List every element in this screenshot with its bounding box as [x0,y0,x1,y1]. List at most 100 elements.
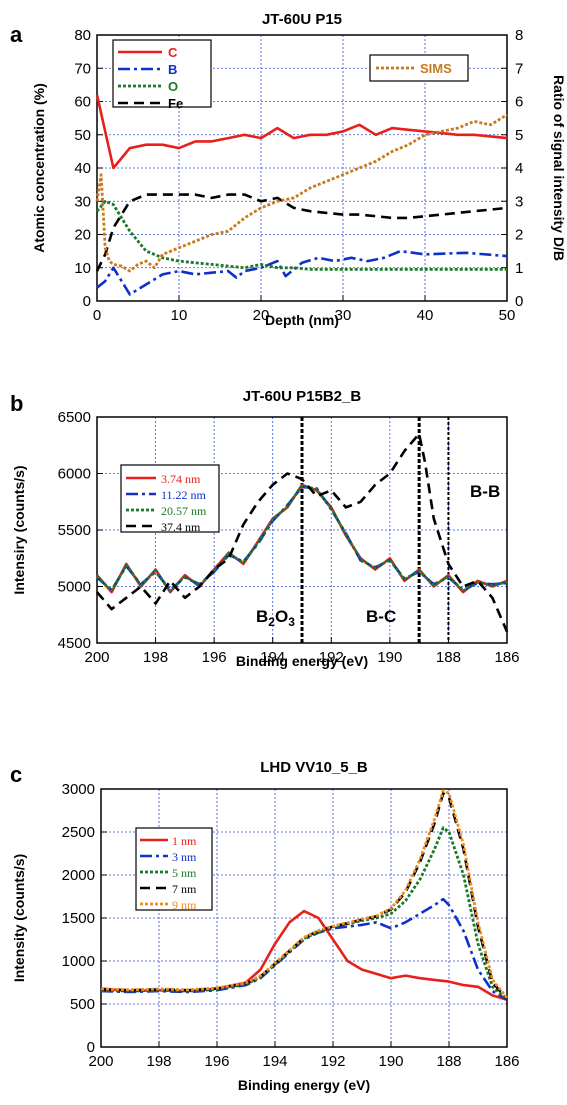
x-tick-label: 192 [320,1053,345,1070]
y-tick-label: 3000 [62,781,95,798]
legend: CBO Fe [118,45,183,111]
x-tick-label: 190 [378,1053,403,1070]
y-tick-label: 70 [74,60,91,77]
x-tick-label: 194 [260,649,285,666]
x-axis-label: Binding energy (eV) [238,1077,370,1093]
x-tick-labels: 200 198 196 194 192 190 188 186 [88,1053,519,1070]
series-group [95,94,508,296]
chart-title: JT-60U P15B2_B [243,388,362,405]
legend2-box [369,54,469,82]
x-tick-label: 186 [494,649,519,666]
x-tick-label: 190 [377,649,402,666]
chart-title: JT-60U P15 [262,11,342,28]
x-tick-label: 198 [146,1053,171,1070]
series-line-fe [95,193,508,272]
legend-label: 37.4 nm [161,520,201,534]
plot-frame [100,788,508,1048]
panel-letter: c [10,762,22,787]
x-axis-label: Binding energy (eV) [236,653,368,669]
chart-title: LHD VV10_5_B [260,759,368,776]
legend: 3.74 nm 11.22 nm 20.57 nm 37.4 nm [126,472,207,534]
x-axis-label: Depth (nm) [265,312,339,328]
y-tick-label: 4500 [58,635,91,652]
legend-label: 1 nm [172,834,197,848]
y2-tick-label: 0 [515,293,523,310]
x-tick-label: 186 [494,1053,519,1070]
y-tick-labels: 0 10 20 30 40 50 60 70 80 [74,27,91,310]
y-tick-label: 10 [74,260,91,277]
series-line-sims [95,113,508,273]
x-tick-label: 30 [335,307,352,324]
y2-tick-labels: 0 1 2 3 4 5 6 7 8 [515,27,523,310]
y-tick-label: 0 [83,293,91,310]
y-tick-label: 30 [74,193,91,210]
x-tick-label: 10 [171,307,188,324]
legend-label: B [168,62,177,77]
y2-tick-label: 1 [515,260,523,277]
y2-tick-label: 8 [515,27,523,44]
panel-a: a JT-60U P15 0 10 20 30 40 50 010203040506070… [10,11,567,328]
panel-letter: b [10,391,23,416]
series-group [96,432,509,633]
y-tick-label: 0 [87,1039,95,1056]
y2-tick-label: 3 [515,193,523,210]
x-tick-label: 196 [204,1053,229,1070]
y-tick-label: 500 [70,996,95,1013]
x-tick-labels: 0 10 20 30 40 50 [93,307,516,324]
x-tick-label: 196 [202,649,227,666]
y-tick-label: 40 [74,160,91,177]
y-tick-label: 20 [74,227,91,244]
x-tick-labels: 200 198 196 194 192 190 188 186 [84,649,519,666]
x-tick-label: 200 [84,649,109,666]
y2-tick-label: 6 [515,94,523,111]
x-tick-label: 200 [88,1053,113,1070]
legend-label: O [168,79,178,94]
series-line-9-nm [100,789,509,999]
y2-axis-label: Ratio of signal intensity D/B [551,75,567,261]
y2-tick-label: 4 [515,160,523,177]
y-tick-label: 6500 [58,409,91,426]
series-line-3-nm [100,897,508,1001]
y2-tick-label: 7 [515,60,523,77]
x-tick-label: 194 [262,1053,287,1070]
series-line-b [96,249,508,296]
grid [100,788,508,1048]
annotation-bc: B-C [366,607,396,626]
panel-letter: a [10,22,23,47]
x-tick-label: 40 [417,307,434,324]
series-line-20.57-nm [96,484,508,593]
series-line-1-nm [100,909,508,1001]
y-tick-label: 2500 [62,824,95,841]
y-tick-label: 60 [74,94,91,111]
panel-b: b JT-60U P15B2_B 200 198 196 194 192 190 188 18… [10,388,520,669]
series-line-37.4-nm [96,432,509,633]
y-tick-label: 1000 [62,953,95,970]
x-tick-label: 188 [436,649,461,666]
legend-box [112,39,212,108]
annotation-b2o3: B2O3 [256,607,295,629]
y-axis-label: Intensity (counts/s) [11,854,27,982]
x-tick-label: 20 [253,307,270,324]
reference-lines [300,417,450,643]
legend-label: 20.57 nm [161,504,207,518]
legend-label: C [168,45,178,60]
x-tick-label: 198 [143,649,168,666]
y-tick-label: 5000 [58,579,91,596]
series-line-o [95,199,507,271]
y-tick-label: 6000 [58,466,91,483]
y-tick-label: 80 [74,27,91,44]
y-tick-label: 50 [74,127,91,144]
legend-label: 7 nm [172,882,197,896]
series-group [100,789,509,1001]
y-axis-label: Atomic concentration (%) [31,83,47,253]
x-tick-label: 50 [499,307,516,324]
legend-label: 3 nm [172,850,197,864]
legend: 1 nm 3 nm 5 nm 7 nm 9 nm [140,834,197,912]
panel-c: c LHD VV10_5_B 200 198 196 194 192 190 188 186 … [10,759,520,1093]
y-axis-label: Intensiry (counts/s) [11,465,27,594]
legend-label: 9 nm [172,898,197,912]
legend-label: 5 nm [172,866,197,880]
legend2: SIMS [376,61,452,76]
legend-label: Fe [168,96,183,111]
